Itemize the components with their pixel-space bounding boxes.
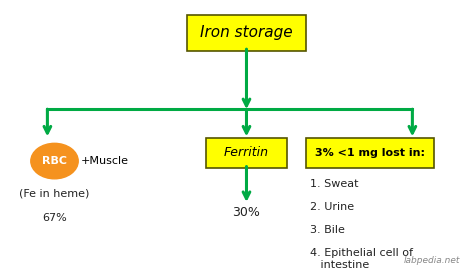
Text: 1. Sweat: 1. Sweat — [310, 179, 359, 189]
Text: +Muscle: +Muscle — [81, 156, 128, 166]
Text: 3. Bile: 3. Bile — [310, 225, 346, 235]
Text: 30%: 30% — [233, 206, 260, 219]
Text: labpedia.net: labpedia.net — [403, 256, 460, 265]
Text: 2. Urine: 2. Urine — [310, 202, 355, 212]
FancyBboxPatch shape — [206, 138, 287, 168]
Text: RBC: RBC — [42, 156, 67, 166]
Text: 3% <1 mg lost in:: 3% <1 mg lost in: — [315, 148, 425, 158]
FancyBboxPatch shape — [306, 138, 434, 168]
Text: 4. Epithelial cell of
   intestine: 4. Epithelial cell of intestine — [310, 248, 413, 270]
Text: 67%: 67% — [42, 213, 67, 223]
Text: (Fe in heme): (Fe in heme) — [19, 189, 90, 199]
Ellipse shape — [31, 143, 78, 179]
Text: Ferritin: Ferritin — [224, 146, 269, 159]
FancyBboxPatch shape — [187, 15, 306, 51]
Text: Iron storage: Iron storage — [200, 25, 293, 40]
